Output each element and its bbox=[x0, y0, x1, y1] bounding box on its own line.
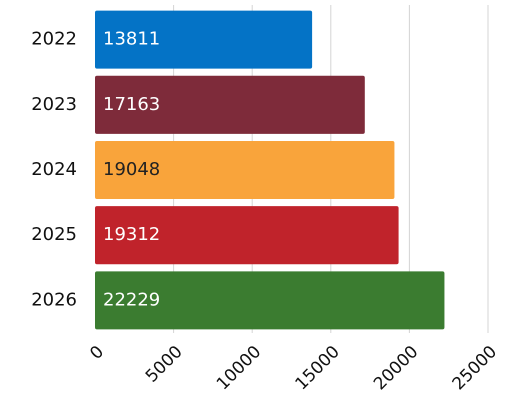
x-tick-label: 25000 bbox=[449, 342, 501, 394]
y-tick-label: 2025 bbox=[31, 224, 77, 245]
y-tick-label: 2023 bbox=[31, 94, 77, 115]
x-tick-label: 15000 bbox=[291, 342, 343, 394]
data-label: 17163 bbox=[103, 94, 160, 115]
bar bbox=[95, 271, 445, 330]
data-label: 13811 bbox=[103, 29, 160, 50]
bar bbox=[95, 75, 365, 134]
y-tick-label: 2024 bbox=[31, 159, 77, 180]
data-label: 19048 bbox=[103, 159, 160, 180]
x-tick-label: 10000 bbox=[213, 342, 265, 394]
x-tick-label: 5000 bbox=[142, 342, 187, 387]
y-tick-label: 2026 bbox=[31, 289, 77, 310]
bar bbox=[95, 206, 399, 265]
y-tick-label: 2022 bbox=[31, 29, 77, 50]
bar bbox=[95, 10, 313, 69]
bar bbox=[95, 140, 395, 200]
x-tick-label: 0 bbox=[86, 342, 108, 364]
x-tick-label: 20000 bbox=[370, 342, 422, 394]
data-label: 22229 bbox=[103, 289, 160, 310]
data-label: 19312 bbox=[103, 224, 160, 245]
